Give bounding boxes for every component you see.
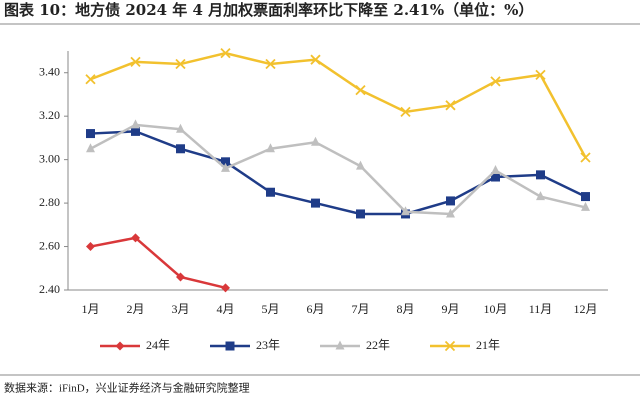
legend-marker — [335, 340, 345, 350]
data-point — [176, 144, 185, 154]
data-point — [536, 170, 545, 180]
y-tick-label: 3.00 — [39, 151, 60, 165]
x-tick-label: 7月 — [351, 302, 369, 316]
data-point — [221, 157, 230, 167]
data-point — [445, 100, 456, 111]
x-tick-label: 4月 — [216, 302, 234, 316]
legend-marker — [115, 341, 125, 351]
x-tick-label: 10月 — [483, 302, 507, 316]
data-point — [400, 106, 411, 117]
legend-marker — [225, 341, 235, 351]
x-tick-label: 1月 — [81, 302, 99, 316]
y-tick-label: 2.60 — [39, 238, 60, 252]
x-tick-label: 2月 — [126, 302, 144, 316]
data-point — [86, 129, 95, 139]
data-point — [86, 242, 95, 252]
y-tick-label: 2.80 — [39, 195, 60, 209]
x-tick-label: 12月 — [573, 302, 597, 316]
y-tick-label: 3.40 — [39, 64, 60, 78]
data-point — [311, 198, 320, 208]
data-point — [490, 76, 501, 87]
series-line — [90, 51, 587, 159]
data-point — [491, 165, 500, 174]
data-point — [131, 126, 140, 136]
data-point — [536, 191, 545, 201]
data-point — [176, 272, 185, 282]
x-tick-label: 5月 — [261, 302, 279, 316]
data-point — [266, 187, 275, 197]
data-point — [446, 208, 455, 218]
data-point — [401, 206, 410, 216]
x-tick-label: 6月 — [306, 302, 324, 316]
x-tick-label: 9月 — [441, 302, 459, 316]
data-point — [221, 162, 230, 172]
data-point — [355, 84, 366, 96]
legend-marker — [444, 340, 456, 352]
series-line — [90, 130, 587, 216]
data-point — [176, 123, 185, 133]
data-point — [131, 233, 140, 243]
data-point — [266, 143, 275, 153]
data-point — [581, 201, 590, 211]
legend-label: 22年 — [366, 338, 390, 352]
x-tick-label: 8月 — [396, 302, 414, 316]
data-point — [580, 152, 591, 163]
chart-title: 图表 10：地方债 2024 年 4 月加权票面利率环比下降至 2.41%（单位… — [4, 1, 533, 19]
data-point — [221, 283, 230, 293]
data-point — [131, 119, 140, 129]
x-tick-label: 11月 — [529, 302, 553, 316]
data-point — [535, 69, 546, 81]
series-line — [90, 236, 226, 290]
series-line — [89, 123, 586, 216]
data-point — [356, 209, 365, 219]
data-point — [265, 58, 276, 70]
y-tick-label: 3.20 — [39, 108, 60, 122]
data-point — [310, 54, 321, 65]
data-point — [581, 192, 590, 202]
x-tick-label: 3月 — [171, 302, 189, 316]
source-note: 数据来源：iFinD，兴业证券经济与金融研究院整理 — [4, 381, 250, 395]
legend-label: 24年 — [146, 338, 170, 352]
data-point — [491, 172, 500, 182]
data-point — [130, 56, 141, 67]
data-point — [86, 143, 95, 153]
data-point — [446, 196, 455, 206]
legend-label: 23年 — [256, 338, 280, 352]
data-point — [85, 74, 96, 85]
y-tick-label: 2.40 — [39, 282, 60, 296]
data-point — [311, 136, 320, 146]
data-point — [220, 48, 231, 59]
legend-label: 21年 — [476, 338, 500, 352]
data-point — [356, 160, 365, 170]
data-point — [175, 58, 186, 70]
